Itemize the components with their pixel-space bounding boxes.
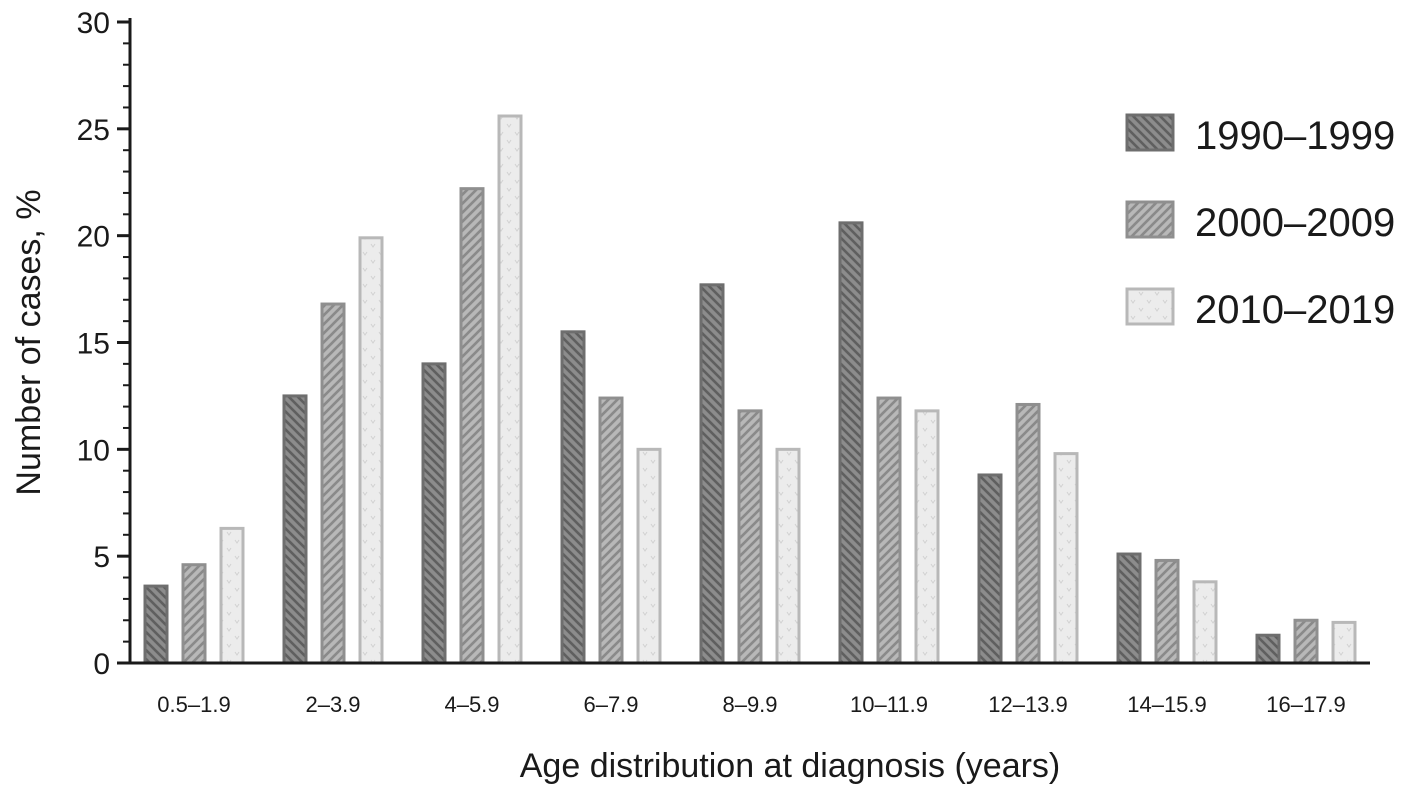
bar-1990–1999-8–9.9 (699, 283, 725, 665)
x-tick-label: 8–9.9 (722, 692, 777, 717)
x-tick-label: 16–17.9 (1266, 692, 1346, 717)
y-axis-title: Number of cases, % (10, 189, 48, 495)
bar-2010–2019-14–15.9 (1192, 580, 1218, 665)
bar-2000–2009-2–3.9 (320, 302, 346, 665)
legend-label: 2000–2009 (1195, 201, 1395, 245)
y-tick-label: 10 (77, 434, 110, 467)
bar-2000–2009-4–5.9 (459, 187, 485, 665)
bar-2010–2019-8–9.9 (775, 447, 801, 665)
y-tick-label: 25 (77, 114, 110, 147)
x-axis-title: Age distribution at diagnosis (years) (520, 747, 1061, 785)
bar-2010–2019-12–13.9 (1053, 452, 1079, 665)
bar-2010–2019-4–5.9 (497, 114, 523, 665)
bar-2000–2009-12–13.9 (1015, 402, 1041, 665)
legend-swatch (1125, 200, 1175, 239)
bar-2000–2009-6–7.9 (598, 396, 624, 665)
x-tick-label: 6–7.9 (583, 692, 638, 717)
y-tick-label: 0 (93, 648, 110, 681)
bar-1990–1999-16–17.9 (1255, 633, 1281, 665)
x-tick-label: 14–15.9 (1127, 692, 1207, 717)
bar-2000–2009-0.5–1.9 (181, 563, 207, 665)
bar-2010–2019-6–7.9 (636, 447, 662, 665)
y-tick-label: 15 (77, 328, 110, 361)
bar-1990–1999-6–7.9 (560, 330, 586, 665)
x-tick-label: 12–13.9 (988, 692, 1068, 717)
bar-2000–2009-16–17.9 (1293, 618, 1319, 665)
y-tick-label: 20 (77, 221, 110, 254)
bar-1990–1999-14–15.9 (1116, 552, 1142, 665)
y-tick-label: 5 (93, 541, 110, 574)
bar-1990–1999-12–13.9 (977, 473, 1003, 665)
legend-label: 1990–1999 (1195, 114, 1395, 158)
y-tick-label: 30 (77, 7, 110, 40)
bar-2000–2009-8–9.9 (737, 409, 763, 665)
axes: 0.5–1.9 2–3.9 4–5.9 6–7.9 8–9.9 10–11.9 12–13.… (77, 7, 1370, 717)
bar-2010–2019-16–17.9 (1331, 620, 1357, 665)
bars (143, 114, 1357, 665)
bar-1990–1999-0.5–1.9 (143, 584, 169, 665)
bar-1990–1999-4–5.9 (421, 362, 447, 665)
bar-2010–2019-0.5–1.9 (219, 526, 245, 665)
bar-2010–2019-10–11.9 (914, 409, 940, 665)
bar-1990–1999-2–3.9 (282, 394, 308, 665)
bar-2010–2019-2–3.9 (358, 236, 384, 665)
x-tick-label: 4–5.9 (444, 692, 499, 717)
legend-label: 2010–2019 (1195, 288, 1395, 332)
legend-swatch (1125, 287, 1175, 326)
legend: 1990–1999 2000–2009 2010–2019 (1125, 113, 1395, 332)
bar-2000–2009-10–11.9 (876, 396, 902, 665)
x-tick-label: 2–3.9 (305, 692, 360, 717)
x-tick-label: 10–11.9 (850, 692, 928, 717)
bar-1990–1999-10–11.9 (838, 221, 864, 665)
x-tick-label: 0.5–1.9 (157, 692, 230, 717)
bar-2000–2009-14–15.9 (1154, 558, 1180, 665)
legend-swatch (1125, 113, 1175, 152)
